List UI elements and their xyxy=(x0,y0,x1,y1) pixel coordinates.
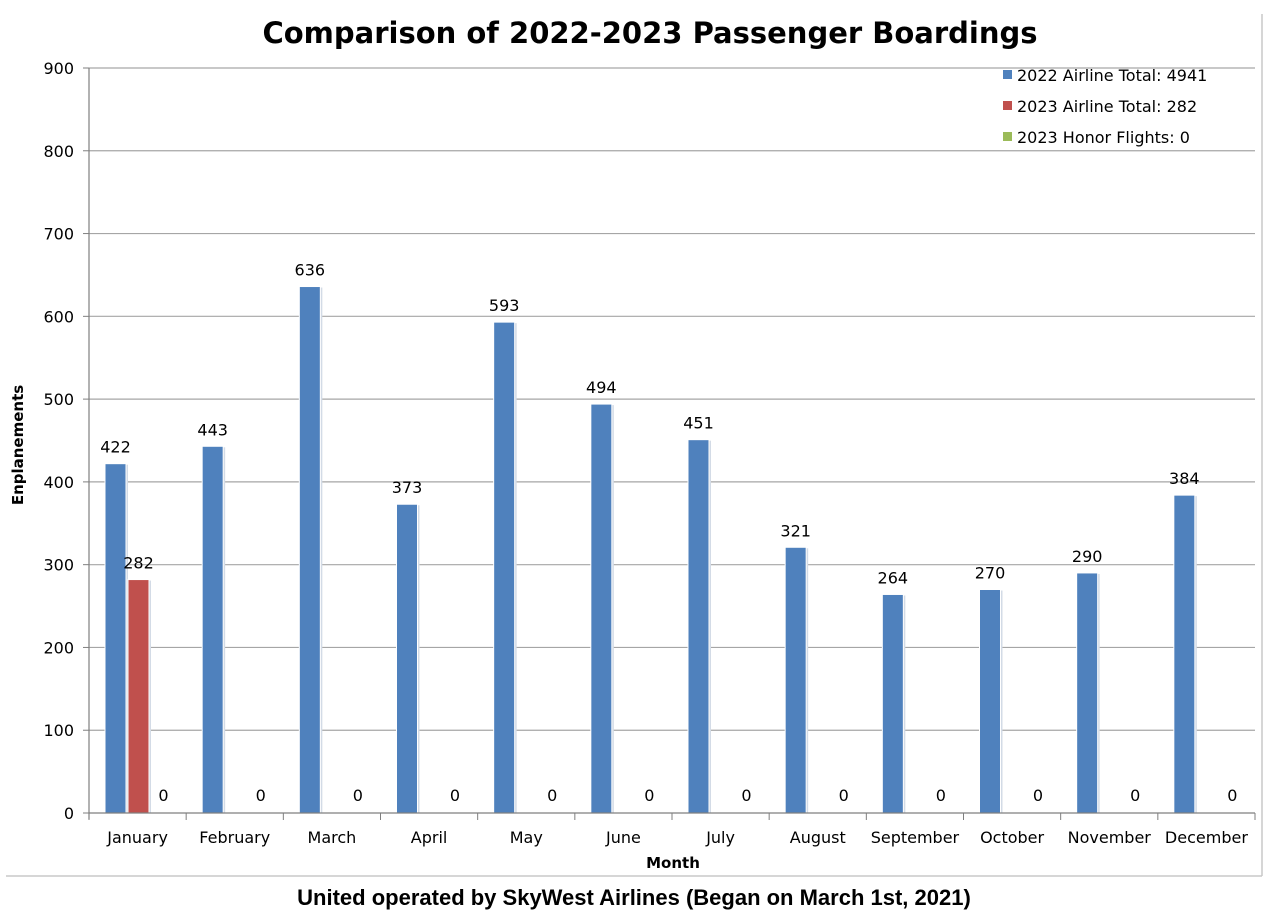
data-label: 0 xyxy=(256,786,266,805)
x-tick-label: March xyxy=(308,828,357,847)
x-tick-label: October xyxy=(980,828,1044,847)
chart-footer: United operated by SkyWest Airlines (Beg… xyxy=(297,885,971,910)
bar xyxy=(396,503,418,814)
x-tick-label: December xyxy=(1165,828,1248,847)
bar xyxy=(590,403,613,814)
bar xyxy=(201,445,224,814)
bar xyxy=(1173,494,1196,814)
data-label: 443 xyxy=(197,420,228,439)
x-tick-label: July xyxy=(705,828,735,847)
data-label: 384 xyxy=(1169,469,1200,488)
axes: 0 100 200 300 400 500 600 700 800 900 January Febru… xyxy=(43,59,1256,847)
data-labels: 422 443 636 373 593 494 451 321 264 270 290 384 282 0… xyxy=(100,261,1237,805)
legend: 2022 Airline Total: 4941 2023 Airline Tot… xyxy=(1003,66,1207,147)
data-label: 0 xyxy=(353,786,363,805)
x-tick-label: November xyxy=(1068,828,1152,847)
chart-title: Comparison of 2022-2023 Passenger Boardi… xyxy=(262,16,1037,50)
legend-swatch xyxy=(1003,101,1012,110)
data-label: 282 xyxy=(123,554,154,573)
data-label: 0 xyxy=(450,786,460,805)
y-tick-label: 900 xyxy=(43,59,74,78)
bar xyxy=(298,286,321,814)
y-tick-label: 700 xyxy=(43,225,74,244)
y-tick-label: 800 xyxy=(43,142,74,161)
bar xyxy=(104,463,127,814)
y-tick-label: 300 xyxy=(43,556,74,575)
bar xyxy=(1076,572,1099,814)
y-axis-title: Enplanements xyxy=(9,385,27,505)
bar xyxy=(784,546,807,814)
data-label: 321 xyxy=(780,521,811,540)
bar xyxy=(127,579,150,814)
data-label: 0 xyxy=(1033,786,1043,805)
data-label: 0 xyxy=(1130,786,1140,805)
data-label: 0 xyxy=(936,786,946,805)
x-tick-label: August xyxy=(790,828,846,847)
data-label: 0 xyxy=(741,786,751,805)
data-label: 0 xyxy=(644,786,654,805)
y-tick-label: 100 xyxy=(43,721,74,740)
data-label: 290 xyxy=(1072,547,1103,566)
data-label: 0 xyxy=(839,786,849,805)
x-tick-label: September xyxy=(871,828,960,847)
data-label: 0 xyxy=(547,786,557,805)
data-label: 593 xyxy=(489,296,520,315)
x-tick-label: January xyxy=(106,828,168,847)
x-axis-title: Month xyxy=(646,854,700,872)
data-label: 422 xyxy=(100,438,131,457)
bar xyxy=(979,589,1001,814)
bar xyxy=(687,439,710,814)
data-label: 494 xyxy=(586,378,617,397)
data-label: 0 xyxy=(1227,786,1237,805)
data-label: 264 xyxy=(878,568,909,587)
y-tick-label: 0 xyxy=(64,804,74,823)
legend-label: 2022 Airline Total: 4941 xyxy=(1017,66,1207,85)
data-label: 373 xyxy=(392,478,423,497)
data-label: 451 xyxy=(683,414,714,433)
y-tick-label: 600 xyxy=(43,307,74,326)
x-tick-label: February xyxy=(199,828,270,847)
y-tick-label: 200 xyxy=(43,638,74,657)
legend-swatch xyxy=(1003,70,1012,79)
bars xyxy=(104,286,1197,814)
x-tick-label: May xyxy=(510,828,543,847)
y-tick-label: 500 xyxy=(43,390,74,409)
legend-label: 2023 Airline Total: 282 xyxy=(1017,97,1197,116)
legend-label: 2023 Honor Flights: 0 xyxy=(1017,128,1190,147)
data-label: 270 xyxy=(975,564,1006,583)
legend-swatch xyxy=(1003,132,1012,141)
bar xyxy=(881,593,904,814)
data-label: 636 xyxy=(295,261,326,280)
y-tick-label: 400 xyxy=(43,473,74,492)
data-label: 0 xyxy=(158,786,168,805)
x-tick-label: June xyxy=(605,828,641,847)
x-tick-label: April xyxy=(411,828,448,847)
gridlines xyxy=(89,67,1255,731)
bar xyxy=(493,321,516,814)
